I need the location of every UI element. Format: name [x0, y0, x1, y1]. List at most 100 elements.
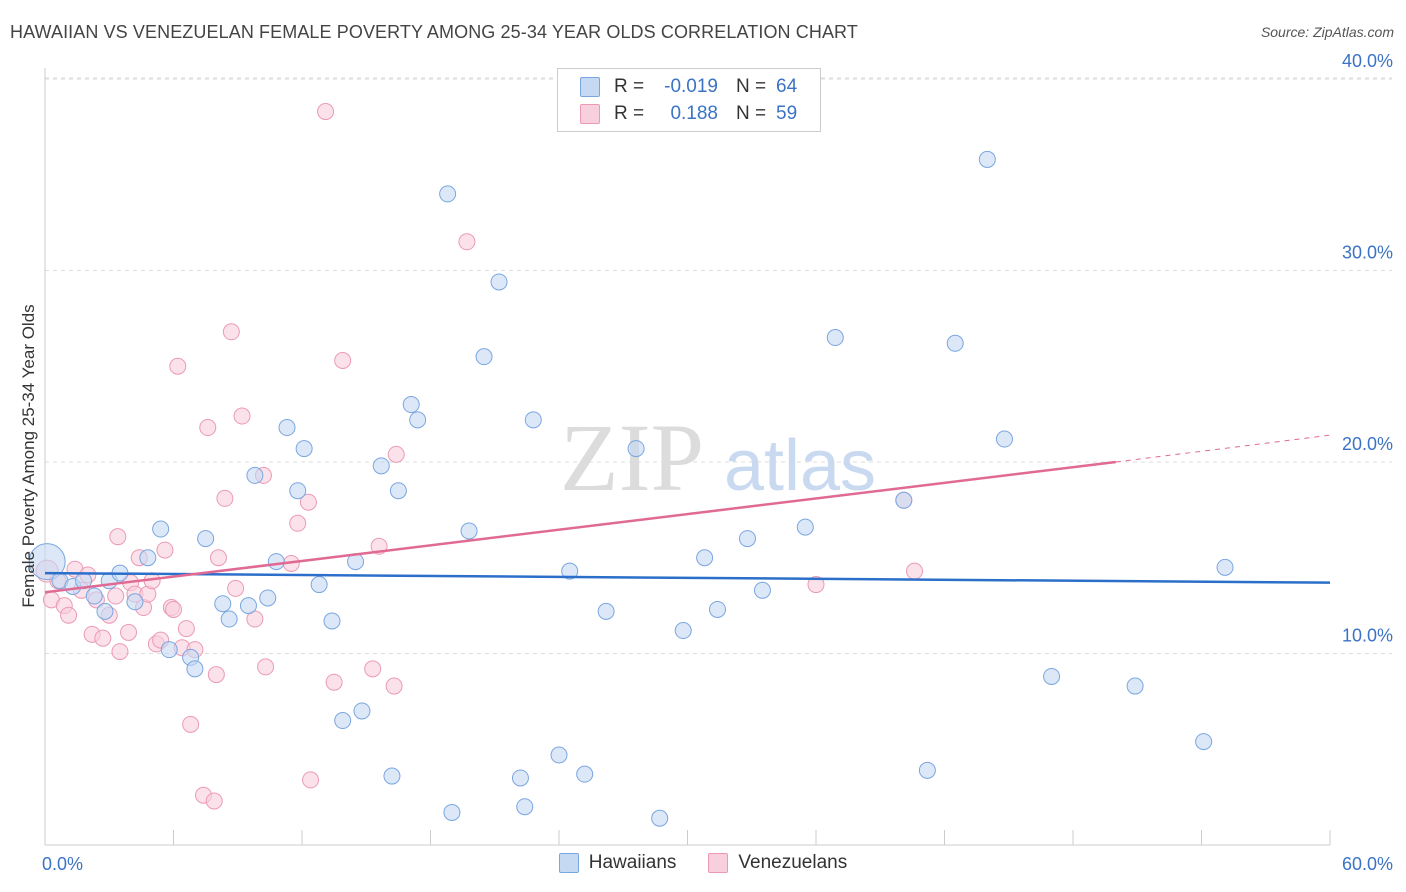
hawaiians-point	[85, 587, 103, 605]
hawaiians-point	[674, 622, 692, 640]
hawaiians-trend-line	[44, 571, 1331, 584]
venezuelans-trend-extension	[1115, 434, 1331, 463]
hawaiians-point	[995, 430, 1013, 448]
hawaiians-point	[409, 411, 427, 429]
hawaiians-point	[1216, 558, 1234, 576]
legend-row-venezuelans: R = 0.188 N = 59	[580, 102, 797, 126]
n-value: 59	[776, 103, 798, 124]
venezuelans-point	[107, 587, 125, 605]
venezuelans-point	[257, 658, 275, 676]
x-tick-label-max: 60.0%	[1342, 854, 1393, 874]
venezuelans-point	[165, 600, 182, 618]
n-label: N =	[736, 103, 767, 124]
venezuelans-point	[120, 623, 138, 641]
hawaiians-point	[372, 457, 390, 475]
y-tick-label: 40.0%	[1342, 51, 1393, 71]
hawaiians-point	[561, 562, 579, 580]
hawaiians-point	[597, 602, 615, 620]
legend-item-venezuelans[interactable]: Venezuelans	[708, 852, 847, 874]
venezuelans-point	[169, 357, 187, 375]
x-tick-label-min: 0.0%	[42, 854, 83, 874]
venezuelans-point	[222, 323, 240, 341]
hawaiians-point	[239, 597, 257, 615]
hawaiians-point	[708, 600, 726, 618]
watermark-zip: ZIP	[560, 404, 704, 511]
hawaiians-point	[220, 610, 238, 628]
venezuelans-trend-line	[44, 460, 1116, 594]
hawaiians-point	[295, 440, 313, 458]
venezuelans-point	[111, 643, 129, 661]
venezuelans-point	[387, 445, 405, 463]
r-label: R =	[614, 103, 645, 124]
venezuelans-point	[302, 771, 320, 789]
y-tick-label: 20.0%	[1342, 434, 1393, 454]
hawaiians-point	[383, 767, 401, 785]
venezuelans-point	[458, 233, 476, 251]
hawaiians-point	[267, 553, 285, 571]
venezuelans-point	[317, 103, 335, 121]
hawaiians-point	[334, 712, 352, 730]
venezuelans-point	[289, 514, 307, 532]
hawaiians-point	[28, 543, 66, 581]
hawaiians-point	[439, 185, 457, 203]
venezuelans-point	[334, 352, 352, 370]
venezuelans-point	[364, 660, 382, 678]
hawaiians-point	[310, 576, 328, 594]
n-value: 64	[776, 76, 798, 97]
venezuelans-swatch	[580, 104, 600, 124]
n-label: N =	[736, 76, 767, 97]
venezuelans-point	[156, 541, 174, 559]
hawaiians-point	[475, 348, 493, 366]
hawaiians-point	[738, 530, 756, 548]
legend-item-hawaiians[interactable]: Hawaiians	[558, 852, 676, 874]
y-axis-label: Female Poverty Among 25-34 Year Olds	[19, 304, 38, 607]
hawaiians-point	[511, 769, 529, 787]
watermark: ZIP atlas	[560, 404, 876, 511]
venezuelans-point	[207, 666, 225, 684]
series-legend: Hawaiians Venezuelans	[0, 852, 1406, 874]
hawaiians-point	[1195, 733, 1213, 751]
hawaiians-point	[753, 581, 771, 599]
hawaiians-point	[627, 440, 645, 458]
hawaiians-point	[289, 482, 307, 500]
hawaiians-point	[186, 660, 204, 678]
hawaiians-point	[946, 334, 964, 352]
hawaiians-point	[576, 765, 594, 783]
hawaiians-point	[918, 761, 936, 779]
hawaiians-point	[353, 702, 371, 720]
hawaiians-point	[160, 641, 178, 659]
r-value: -0.019	[664, 76, 718, 97]
venezuelans-point	[906, 562, 924, 580]
hawaiians-point	[246, 466, 264, 484]
hawaiians-legend-swatch	[558, 853, 579, 873]
venezuelans-point	[807, 576, 825, 594]
trend-lines	[44, 434, 1331, 594]
venezuelans-point	[325, 673, 343, 691]
venezuelans-point	[209, 549, 227, 567]
hawaiians-swatch	[580, 77, 600, 97]
hawaiians-point	[139, 549, 157, 567]
hawaiians-point	[152, 520, 170, 538]
hawaiians-point	[443, 803, 461, 821]
hawaiians-point	[259, 589, 277, 607]
hawaiians-point	[214, 595, 232, 613]
venezuelans-point	[199, 419, 217, 437]
venezuelans-legend-swatch	[708, 853, 729, 873]
chart-title: HAWAIIAN VS VENEZUELAN FEMALE POVERTY AM…	[10, 22, 858, 42]
venezuelans-point	[177, 620, 195, 638]
source-note: Source: ZipAtlas.com	[1260, 24, 1394, 40]
y-tick-label: 10.0%	[1342, 626, 1393, 646]
venezuelans-point	[109, 528, 127, 546]
hawaiians-point	[550, 746, 568, 764]
venezuelans-point	[60, 606, 78, 624]
watermark-atlas: atlas	[724, 426, 876, 506]
venezuelans-point	[94, 629, 112, 647]
hawaiians-point	[126, 593, 144, 611]
hawaiians-point	[796, 518, 814, 536]
hawaiians-point	[826, 329, 844, 347]
hawaiians-point	[197, 530, 215, 548]
r-label: R =	[614, 76, 645, 97]
venezuelans-point	[385, 677, 403, 695]
hawaiians-point	[278, 419, 296, 437]
